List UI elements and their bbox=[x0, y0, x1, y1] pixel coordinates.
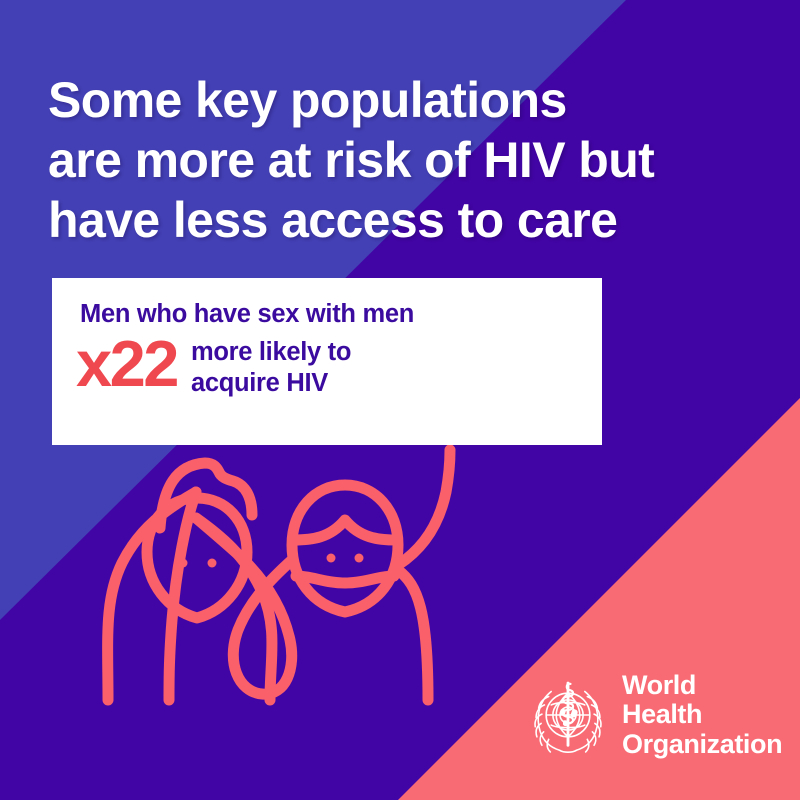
right-figure-eye-right bbox=[354, 553, 364, 563]
left-figure-hair bbox=[154, 457, 258, 534]
who-organization-name: World Health Organization bbox=[622, 670, 783, 759]
background-coral-wedge bbox=[398, 398, 800, 800]
who-logo: World Health Organization bbox=[526, 671, 783, 758]
statistic-multiplier-value: x22 bbox=[76, 326, 179, 400]
sign-left-support bbox=[163, 486, 202, 706]
statistic-description: more likely to acquire HIV bbox=[190, 337, 352, 397]
left-figure-head bbox=[141, 492, 253, 624]
left-figure-eye-right bbox=[207, 558, 217, 568]
statistic-population-label: Men who have sex with men bbox=[80, 300, 414, 328]
page-title: Some key populations are more at risk of… bbox=[48, 71, 655, 248]
right-figure-right-arm bbox=[392, 444, 456, 571]
right-figure-beard bbox=[290, 570, 400, 589]
right-figure-head bbox=[286, 479, 404, 618]
who-emblem-icon bbox=[534, 681, 602, 753]
statistic-card: Men who have sex with men x22 more likel… bbox=[52, 278, 602, 445]
right-figure-eye-left bbox=[326, 553, 336, 563]
right-figure-fringe bbox=[288, 514, 402, 546]
crossed-arms-loop bbox=[190, 512, 298, 700]
statistic-row: x22 more likely to acquire HIV bbox=[76, 330, 582, 399]
right-figure-body-right bbox=[392, 564, 434, 706]
